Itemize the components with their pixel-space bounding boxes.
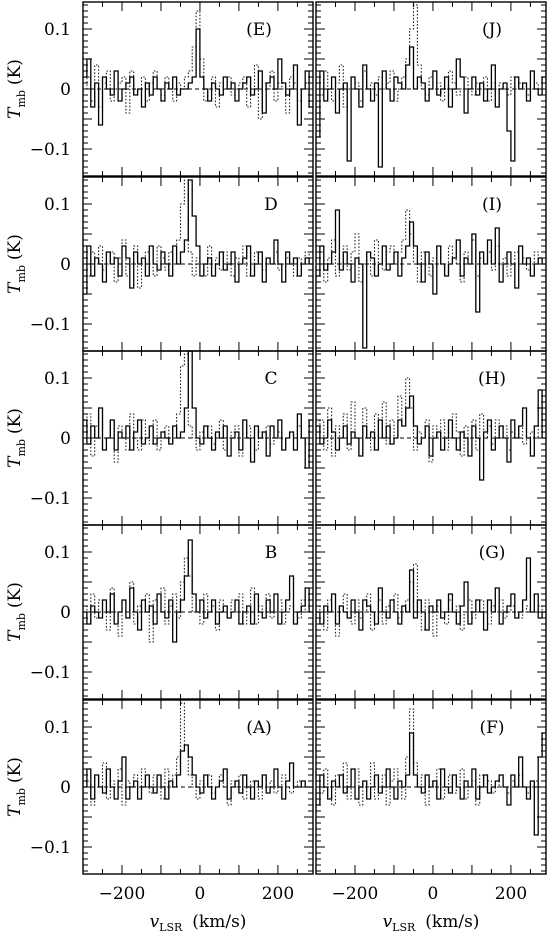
x-axis-subscript: LSR	[159, 921, 183, 934]
x-axis-unit: (km/s)	[192, 912, 246, 932]
panel-e: (E) 0.1 0 −0.1 Tmb (K)	[5, 1, 314, 177]
x-axis-symbol: v	[383, 912, 393, 932]
x-axis-unit: (km/s)	[425, 912, 479, 932]
y-tick-label: 0.1	[44, 195, 71, 215]
x-axis-subscript: LSR	[392, 921, 416, 934]
y-tick-label: 0.1	[44, 543, 71, 563]
y-axis-label: Tmb (K)	[5, 59, 28, 119]
series-dotted-h	[316, 377, 546, 463]
series-solid-d	[83, 179, 313, 295]
y-axis-symbol: T	[5, 455, 25, 468]
panel-c: C 0.1 0 −0.1 Tmb (K)	[5, 350, 314, 526]
y-tick-label: 0	[60, 429, 71, 449]
y-axis-unit: (K)	[5, 59, 25, 85]
y-axis-unit: (K)	[5, 234, 25, 260]
panel-d: D 0.1 0 −0.1 Tmb (K)	[5, 176, 314, 352]
x-axis-label: vLSR (km/s)	[383, 912, 480, 934]
y-tick-label: 0.1	[44, 20, 71, 40]
y-tick-label: 0	[60, 603, 71, 623]
panel-label: (E)	[246, 20, 272, 40]
series-solid-g	[316, 557, 546, 631]
series-dotted-g	[316, 563, 546, 637]
y-tick-label: 0.1	[44, 718, 71, 738]
y-axis-unit: (K)	[5, 757, 25, 783]
panel-label: (F)	[479, 718, 504, 738]
series-solid-h	[316, 389, 546, 481]
y-axis-label: Tmb (K)	[5, 757, 28, 817]
x-tick-label: 200	[495, 884, 527, 904]
panel-label: (I)	[482, 195, 502, 215]
y-tick-label: 0.1	[44, 369, 71, 389]
y-axis-symbol: T	[5, 106, 25, 119]
y-axis-subscript: mb	[15, 439, 28, 456]
panel-f: (F) −200 0 200 vLSR (km/s)	[315, 699, 547, 934]
panel-h: (H)	[315, 350, 547, 526]
y-tick-label: 0	[60, 80, 71, 100]
panel-a: (A) 0.1 0 −0.1 Tmb (K) −200 0 200 vLSR (km/s)	[5, 699, 314, 934]
x-tick-label: 200	[262, 884, 294, 904]
x-axis-label: vLSR (km/s)	[150, 912, 247, 934]
panel-label: D	[264, 195, 278, 215]
y-axis-label: Tmb (K)	[5, 234, 28, 294]
x-tick-label: −200	[99, 884, 146, 904]
y-axis-subscript: mb	[15, 613, 28, 630]
y-axis-subscript: mb	[15, 90, 28, 107]
y-axis-unit: (K)	[5, 582, 25, 608]
panel-label: C	[264, 369, 277, 389]
series-dotted-i	[316, 209, 546, 283]
panel-g: (G)	[315, 524, 547, 700]
panel-label: (H)	[478, 369, 506, 389]
series-solid-i	[316, 209, 546, 349]
series-solid-e	[83, 28, 313, 126]
y-tick-label: −0.1	[30, 489, 71, 509]
y-axis-symbol: T	[5, 281, 25, 294]
series-solid-j	[316, 46, 546, 168]
series-solid-a	[83, 744, 313, 800]
y-axis-label: Tmb (K)	[5, 582, 28, 642]
panel-label: (G)	[479, 543, 506, 563]
y-axis-symbol: T	[5, 804, 25, 817]
x-axis-symbol: v	[150, 912, 160, 932]
y-tick-label: 0	[60, 255, 71, 275]
y-tick-label: −0.1	[30, 663, 71, 683]
panel-b: B 0.1 0 −0.1 Tmb (K)	[5, 524, 314, 700]
series-solid-f	[316, 732, 546, 836]
y-tick-label: 0	[60, 778, 71, 798]
panel-label: B	[265, 543, 278, 563]
panel-j: (J)	[315, 1, 547, 177]
panel-label: (J)	[482, 20, 502, 40]
y-axis-unit: (K)	[5, 408, 25, 434]
panel-i: (I)	[315, 176, 547, 352]
series-dotted-c	[83, 353, 313, 463]
y-axis-symbol: T	[5, 629, 25, 642]
series-solid-b	[83, 539, 313, 643]
x-tick-label: 0	[195, 884, 206, 904]
panel-label: (A)	[246, 718, 272, 738]
y-axis-subscript: mb	[15, 788, 28, 805]
y-tick-label: −0.1	[30, 140, 71, 160]
y-axis-subscript: mb	[15, 265, 28, 282]
y-axis-label: Tmb (K)	[5, 408, 28, 468]
y-tick-label: −0.1	[30, 838, 71, 858]
x-tick-label: 0	[428, 884, 439, 904]
series-solid-c	[83, 350, 313, 469]
y-tick-label: −0.1	[30, 315, 71, 335]
x-tick-label: −200	[332, 884, 379, 904]
